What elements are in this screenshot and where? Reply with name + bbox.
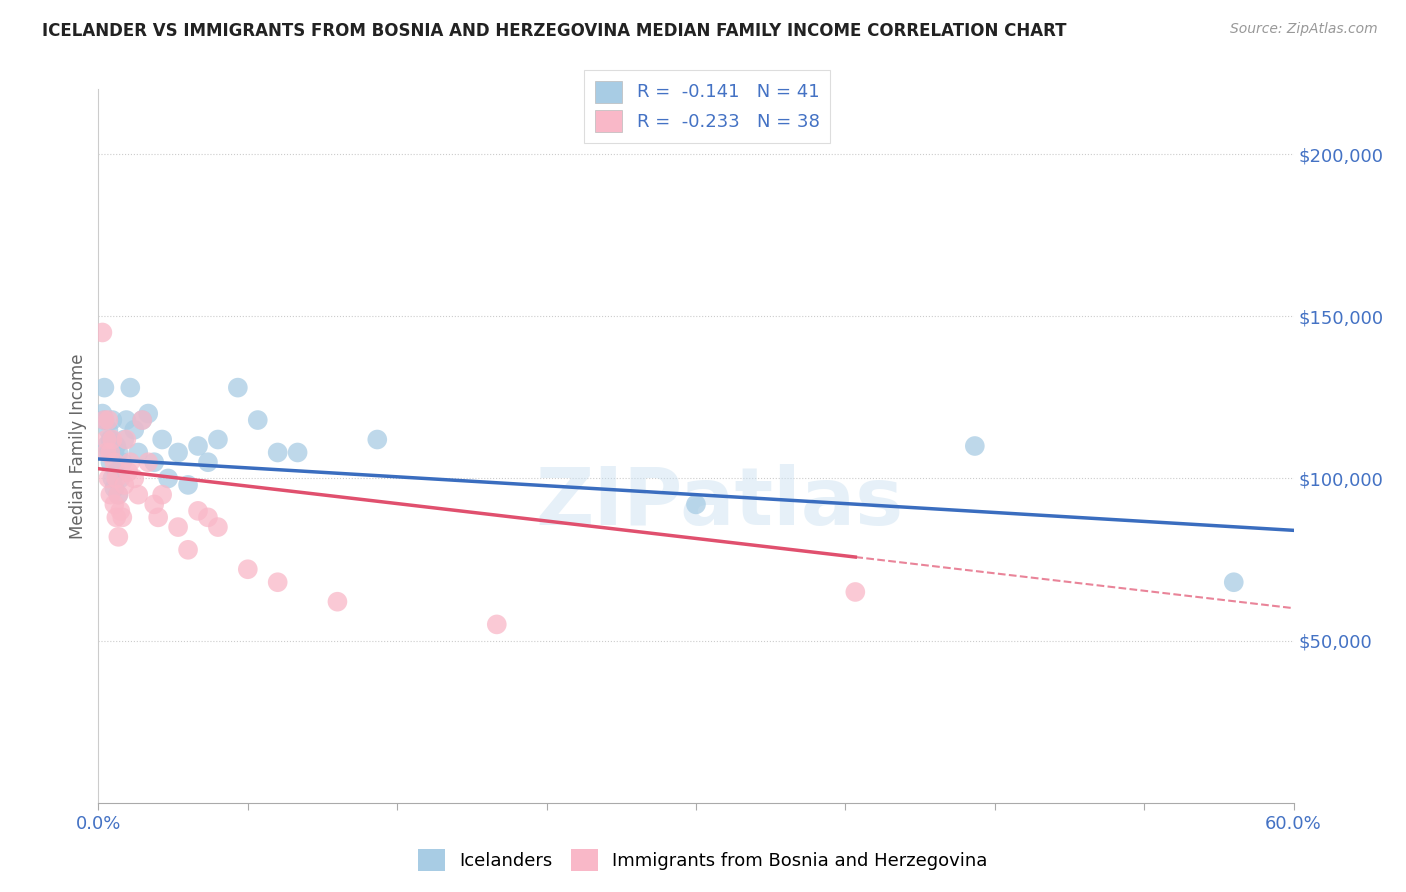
Point xyxy=(117,465,139,479)
Point xyxy=(143,455,166,469)
Point xyxy=(105,471,128,485)
Point xyxy=(91,407,114,421)
Point xyxy=(326,595,349,609)
Legend: Icelanders, Immigrants from Bosnia and Herzegovina: Icelanders, Immigrants from Bosnia and H… xyxy=(411,842,995,879)
Point xyxy=(177,542,200,557)
Point xyxy=(287,445,309,459)
Point xyxy=(93,413,115,427)
Point xyxy=(107,488,129,502)
Point xyxy=(844,585,866,599)
Point xyxy=(177,478,200,492)
Point xyxy=(98,445,122,459)
Point xyxy=(963,439,986,453)
Point xyxy=(110,504,132,518)
Point xyxy=(107,488,129,502)
Point xyxy=(157,471,180,485)
Point xyxy=(97,423,120,437)
Point xyxy=(96,445,118,459)
Point xyxy=(127,488,149,502)
Point xyxy=(167,445,190,459)
Point xyxy=(124,423,146,437)
Point xyxy=(187,439,209,453)
Point xyxy=(91,326,114,340)
Point xyxy=(93,381,115,395)
Point xyxy=(97,445,120,459)
Point xyxy=(96,433,118,447)
Point xyxy=(103,445,125,459)
Text: Source: ZipAtlas.com: Source: ZipAtlas.com xyxy=(1230,22,1378,37)
Point xyxy=(131,413,153,427)
Point xyxy=(267,575,290,590)
Point xyxy=(97,471,120,485)
Text: ICELANDER VS IMMIGRANTS FROM BOSNIA AND HERZEGOVINA MEDIAN FAMILY INCOME CORRELA: ICELANDER VS IMMIGRANTS FROM BOSNIA AND … xyxy=(42,22,1067,40)
Point xyxy=(207,520,229,534)
Point xyxy=(150,433,173,447)
Point xyxy=(143,497,166,511)
Point xyxy=(150,488,173,502)
Point xyxy=(197,510,219,524)
Point xyxy=(103,497,125,511)
Point xyxy=(112,478,135,492)
Point xyxy=(93,413,115,427)
Point xyxy=(107,445,129,459)
Point xyxy=(246,413,269,427)
Point xyxy=(96,439,118,453)
Point xyxy=(207,433,229,447)
Point xyxy=(131,413,153,427)
Point xyxy=(98,455,122,469)
Point xyxy=(112,433,135,447)
Point xyxy=(167,520,190,534)
Point xyxy=(101,471,124,485)
Point xyxy=(105,510,128,524)
Point xyxy=(136,455,159,469)
Point xyxy=(197,455,219,469)
Point xyxy=(115,413,138,427)
Point xyxy=(111,510,134,524)
Point xyxy=(103,481,125,495)
Point xyxy=(107,530,129,544)
Point xyxy=(111,455,134,469)
Point xyxy=(105,439,128,453)
Point xyxy=(105,465,128,479)
Point xyxy=(226,381,249,395)
Point xyxy=(685,497,707,511)
Point xyxy=(98,488,122,502)
Point xyxy=(236,562,259,576)
Point xyxy=(120,455,142,469)
Point xyxy=(124,471,146,485)
Legend: R =  -0.141   N = 41, R =  -0.233   N = 38: R = -0.141 N = 41, R = -0.233 N = 38 xyxy=(585,70,831,143)
Point xyxy=(97,413,120,427)
Text: ZIPatlas: ZIPatlas xyxy=(536,464,904,542)
Point xyxy=(98,433,122,447)
Point xyxy=(148,510,170,524)
Point xyxy=(366,433,388,447)
Point xyxy=(136,407,159,421)
Point xyxy=(1223,575,1246,590)
Point xyxy=(110,471,132,485)
Point xyxy=(187,504,209,518)
Point xyxy=(115,433,138,447)
Point xyxy=(101,413,124,427)
Point xyxy=(101,433,124,447)
Point xyxy=(127,445,149,459)
Point xyxy=(485,617,508,632)
Point xyxy=(120,381,142,395)
Y-axis label: Median Family Income: Median Family Income xyxy=(69,353,87,539)
Point xyxy=(267,445,290,459)
Point xyxy=(103,455,125,469)
